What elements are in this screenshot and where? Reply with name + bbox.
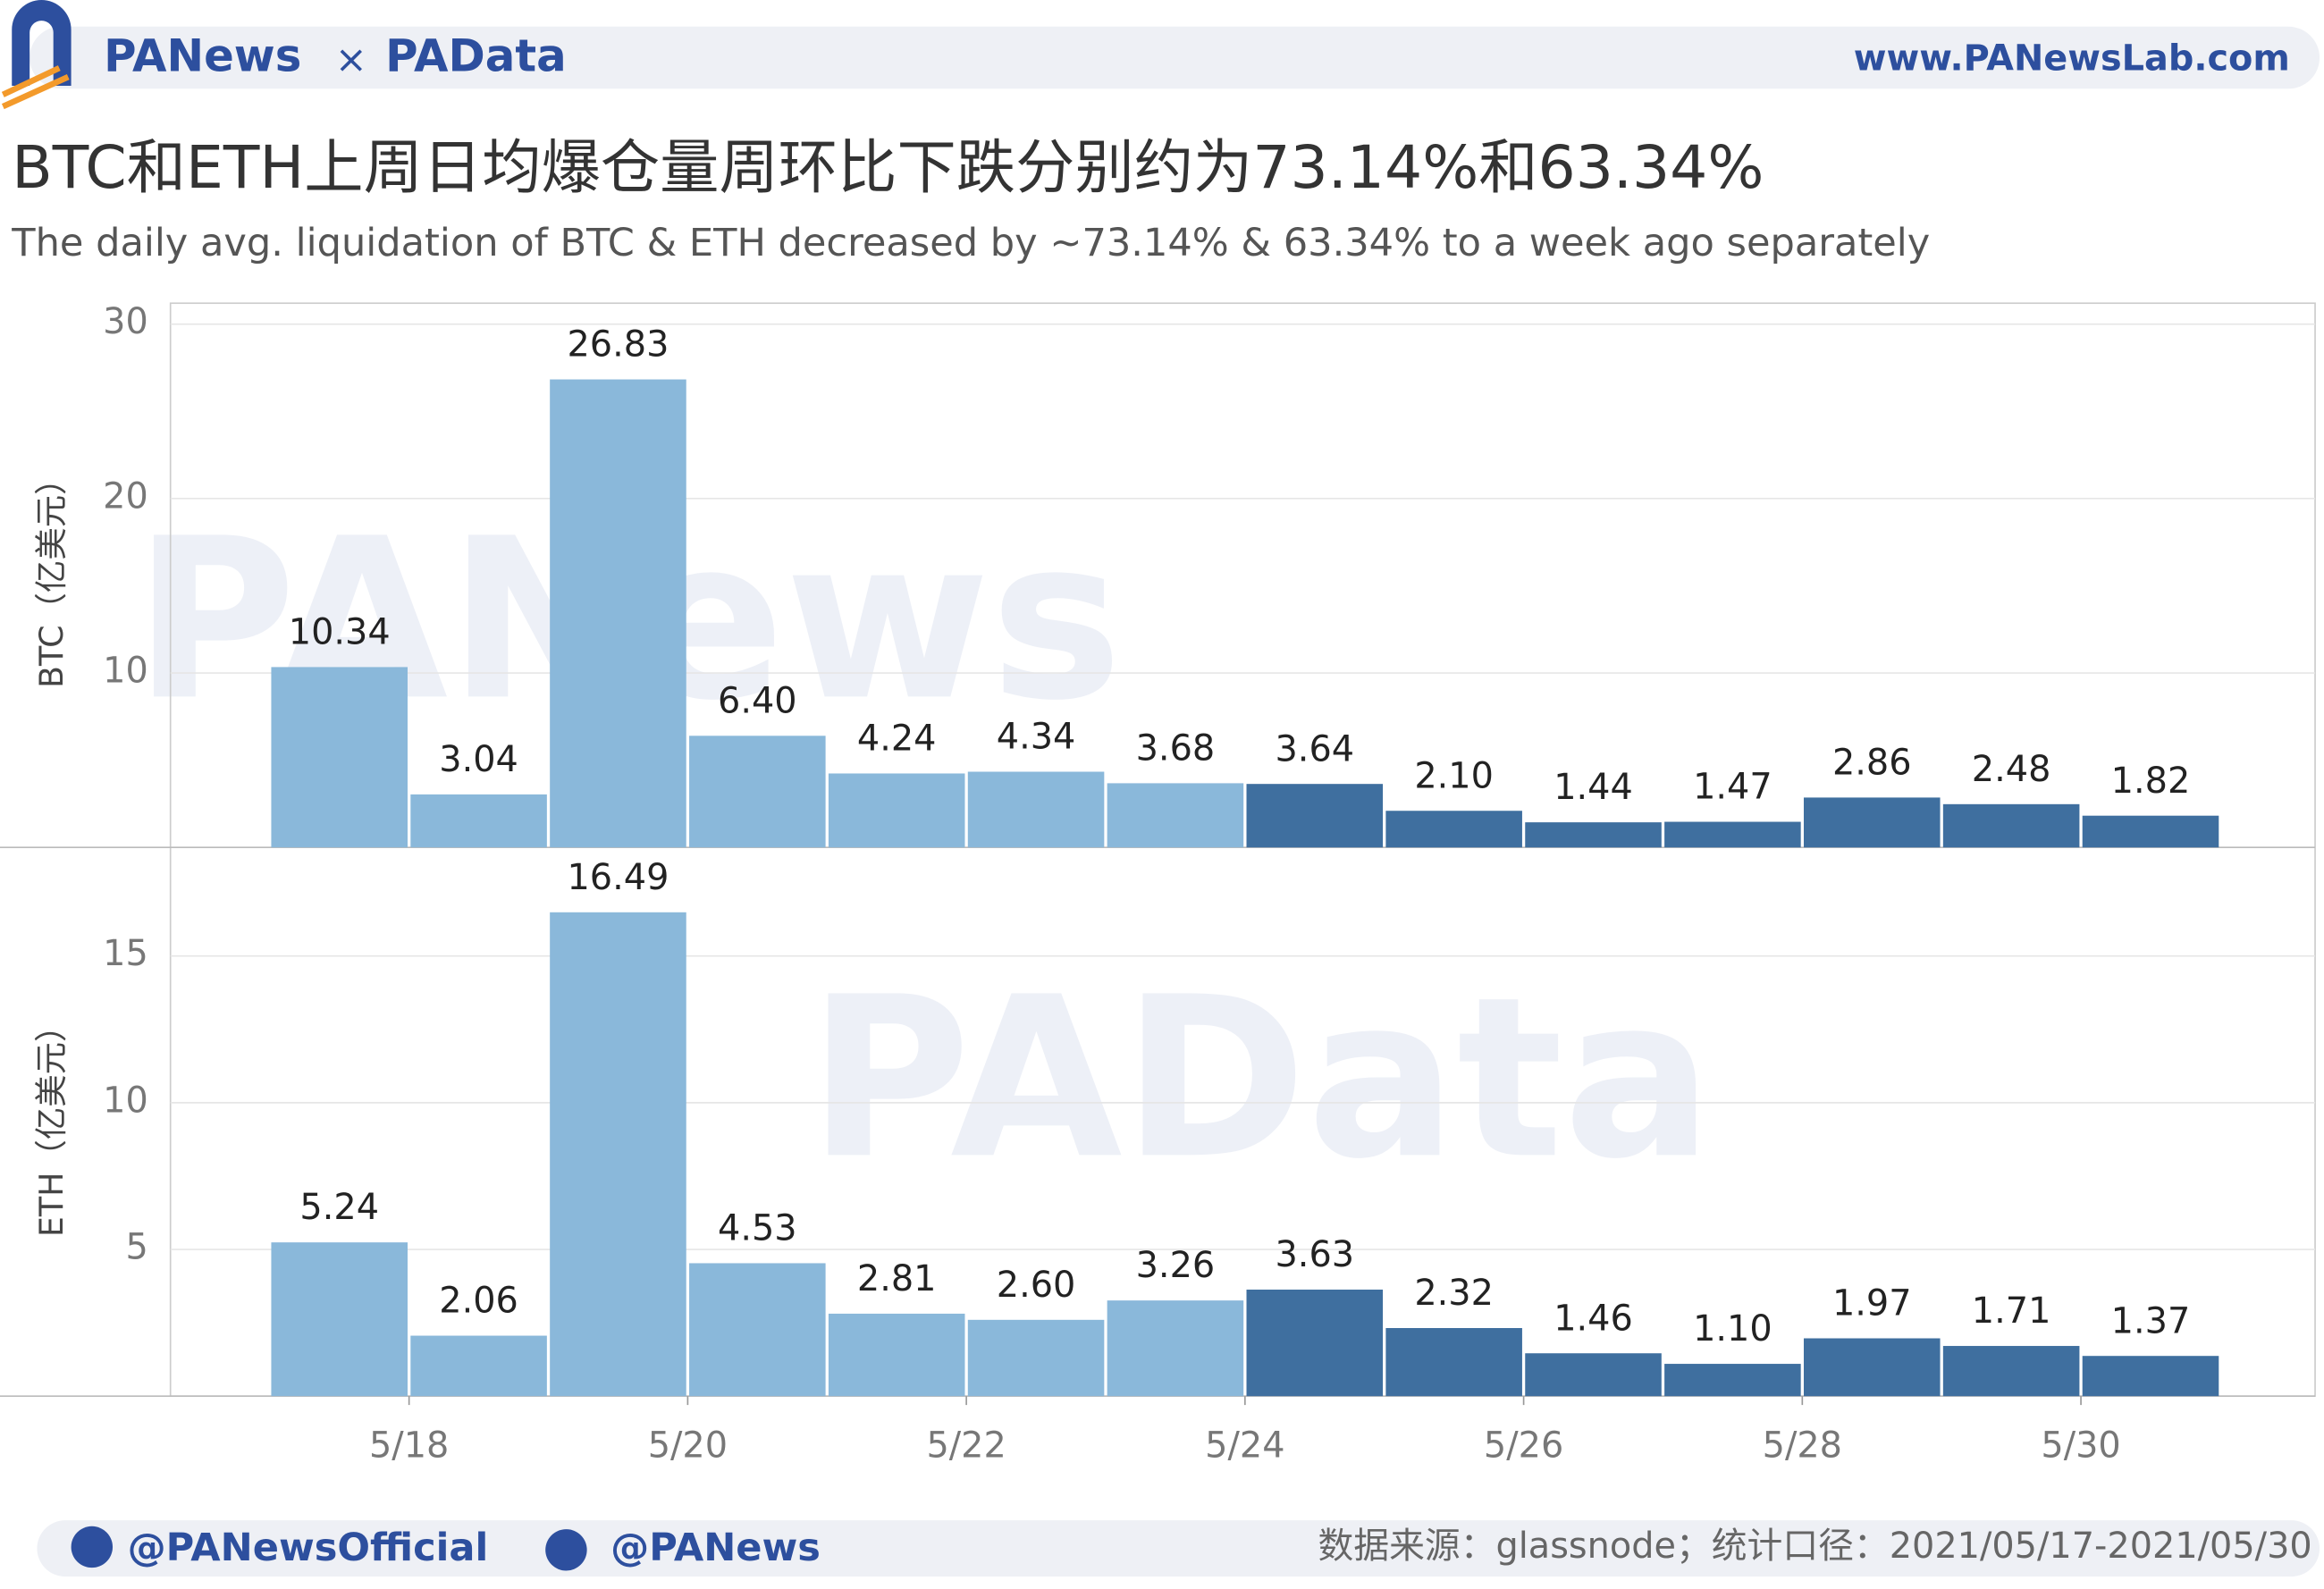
value-label: 26.83: [567, 324, 669, 366]
bar: [1803, 1338, 1941, 1397]
value-label: 6.40: [718, 680, 797, 721]
y-tick-label: 15: [103, 933, 148, 974]
value-label: 2.86: [1832, 743, 1912, 784]
bar: [1525, 1353, 1662, 1397]
y-axis-title: BTC（亿美元）: [32, 462, 71, 687]
value-label: 1.97: [1832, 1283, 1912, 1324]
value-label: 5.24: [299, 1187, 379, 1228]
value-label: 1.71: [1972, 1291, 2051, 1332]
header-bar: [29, 26, 2320, 89]
x-tick-label: 5/28: [1763, 1425, 1842, 1467]
site: www.PANewsLab.com: [1854, 38, 2290, 79]
bar: [550, 379, 686, 848]
y-tick-label: 5: [125, 1227, 147, 1268]
bar: [828, 773, 965, 848]
bar: [1107, 783, 1244, 848]
bar: [1942, 803, 2080, 848]
bar: [828, 1313, 965, 1397]
value-label: 3.64: [1275, 728, 1354, 769]
value-label: 10.34: [289, 612, 391, 653]
bar: [1664, 1364, 1801, 1397]
bar: [967, 771, 1105, 848]
bar: [1525, 822, 1662, 848]
value-label: 4.53: [718, 1208, 797, 1249]
value-label: 3.04: [439, 739, 518, 780]
value-label: 4.24: [857, 719, 937, 760]
x-tick-label: 5/26: [1484, 1425, 1563, 1467]
x-tick-label: 5/20: [648, 1425, 728, 1467]
plot-frame: [169, 302, 2316, 1398]
logo-stripes: [1, 65, 70, 110]
source: 数据来源：glassnode；统计口径：2021/05/17-2021/05/3…: [1318, 1526, 2312, 1567]
y-tick-label: 10: [103, 1080, 148, 1121]
value-label: 16.49: [567, 857, 669, 898]
brand2: PAData: [385, 30, 567, 82]
value-label: 2.81: [857, 1258, 937, 1299]
value-label: 3.68: [1136, 728, 1216, 769]
value-label: 1.46: [1554, 1298, 1633, 1339]
logo: [12, 0, 72, 86]
value-label: 2.10: [1414, 755, 1494, 796]
value-label: 2.06: [439, 1281, 518, 1322]
bar: [1942, 1346, 2080, 1397]
bar: [1664, 821, 1801, 848]
x-tick-label: 5/30: [2041, 1425, 2120, 1467]
value-label: 2.60: [997, 1265, 1076, 1306]
watermark: PAData: [808, 949, 1714, 1208]
bar: [1246, 784, 1384, 848]
bar: [2082, 815, 2219, 848]
x-tick-label: 5/24: [1205, 1425, 1284, 1467]
bar: [2082, 1356, 2219, 1397]
value-label: 3.63: [1275, 1234, 1354, 1275]
times: ×: [335, 38, 367, 82]
bar: [689, 1263, 826, 1397]
y-tick-label: 30: [103, 301, 148, 342]
value-label: 1.47: [1693, 767, 1772, 808]
title: BTC和ETH上周日均爆仓量周环比下跌分别约为73.14%和63.34%: [12, 132, 1764, 202]
bar: [967, 1319, 1105, 1397]
bar: [410, 794, 547, 848]
bar: [410, 1335, 547, 1397]
value-label: 1.37: [2111, 1300, 2191, 1341]
value-label: 1.10: [1693, 1308, 1772, 1349]
x-tick-label: 5/22: [926, 1425, 1006, 1467]
bar: [1385, 1328, 1522, 1397]
brand: PANews: [104, 30, 301, 82]
bar: [271, 667, 408, 848]
weibo: @PANews: [610, 1526, 821, 1570]
value-label: 2.48: [1972, 749, 2051, 790]
bar: [550, 912, 686, 1397]
value-label: 1.44: [1554, 767, 1633, 808]
twitter-icon: [71, 1526, 114, 1568]
y-tick-label: 10: [103, 651, 148, 692]
bar: [1107, 1300, 1244, 1397]
y-tick-label: 20: [103, 475, 148, 517]
bar: [689, 736, 826, 848]
value-label: 4.34: [997, 717, 1076, 758]
value-label: 1.82: [2111, 761, 2191, 802]
footer-bar: [37, 1520, 2320, 1577]
value-label: 2.32: [1414, 1273, 1494, 1314]
subtitle: The daily avg. liquidation of BTC & ETH …: [11, 221, 1930, 265]
value-label: 3.26: [1136, 1245, 1216, 1286]
weibo-icon: [545, 1529, 587, 1571]
bar: [1385, 811, 1522, 848]
bar: [1246, 1290, 1384, 1397]
twitter: @PANewsOfficial: [128, 1526, 489, 1570]
y-axis-title: ETH（亿美元）: [32, 1010, 71, 1238]
bar: [1803, 797, 1941, 848]
x-tick-label: 5/18: [369, 1425, 449, 1467]
bar: [271, 1242, 408, 1397]
